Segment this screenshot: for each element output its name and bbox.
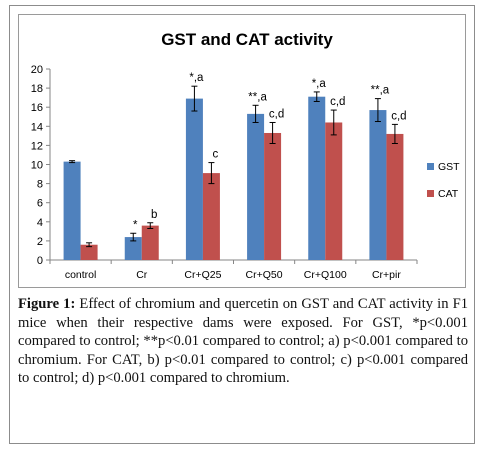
- x-tick-label: Cr+Q100: [304, 269, 347, 281]
- bar-cat: [80, 244, 98, 260]
- legend-swatch-gst: [427, 163, 434, 170]
- x-tick-label: Cr+Q25: [184, 269, 221, 281]
- y-tick-label: 14: [31, 121, 43, 133]
- caption-label: Figure 1:: [18, 296, 76, 312]
- bar-gst: [308, 96, 326, 260]
- bar-cat: [141, 225, 159, 260]
- x-tick-label: Cr+pir: [372, 269, 401, 281]
- legend-label-cat: CAT: [438, 188, 459, 200]
- y-tick-label: 4: [37, 217, 43, 229]
- significance-label: c,d: [330, 96, 345, 108]
- bar-chart: GST and CAT activity 0 2 4 6 8 10 12 14 16 18 20 con…: [31, 30, 460, 281]
- significance-label: **,a: [248, 91, 267, 103]
- significance-label: *,a: [312, 78, 327, 90]
- chart-area: GST and CAT activity 0 2 4 6 8 10 12 14 16 18 20 con…: [18, 14, 466, 288]
- bar-cat: [325, 122, 343, 260]
- y-tick-label: 16: [31, 102, 43, 114]
- figure-caption: Figure 1: Effect of chromium and quercet…: [18, 295, 468, 388]
- y-tick-label: 20: [31, 64, 43, 76]
- bar-gst: [63, 161, 81, 260]
- bar-cat: [264, 132, 282, 260]
- y-tick-label: 12: [31, 140, 43, 152]
- y-tick-label: 2: [37, 236, 43, 248]
- legend-label-gst: GST: [438, 161, 460, 173]
- significance-label: c,d: [269, 108, 284, 120]
- chart-title: GST and CAT activity: [161, 30, 333, 49]
- significance-label: c,d: [391, 110, 406, 122]
- significance-label: *: [133, 219, 138, 231]
- y-tick-label: 8: [37, 179, 43, 191]
- x-tick-label: control: [65, 269, 97, 281]
- bar-gst: [369, 110, 387, 260]
- bar-gst: [185, 98, 203, 260]
- significance-label: *,a: [189, 72, 204, 84]
- bar-cat: [386, 133, 404, 260]
- x-tick-label: Cr+Q50: [246, 269, 283, 281]
- y-tick-label: 6: [37, 198, 43, 210]
- significance-label: **,a: [371, 85, 390, 97]
- significance-label: b: [151, 209, 157, 221]
- y-tick-label: 18: [31, 83, 43, 95]
- bar-gst: [247, 113, 265, 260]
- y-tick-label: 10: [31, 160, 43, 172]
- bar-cat: [202, 173, 220, 260]
- caption-text: Effect of chromium and quercetin on GST …: [18, 296, 468, 387]
- significance-label: c: [213, 149, 219, 161]
- y-tick-label: 0: [37, 255, 43, 267]
- legend-swatch-cat: [427, 190, 434, 197]
- bar-gst: [124, 237, 142, 260]
- x-tick-label: Cr: [136, 269, 148, 281]
